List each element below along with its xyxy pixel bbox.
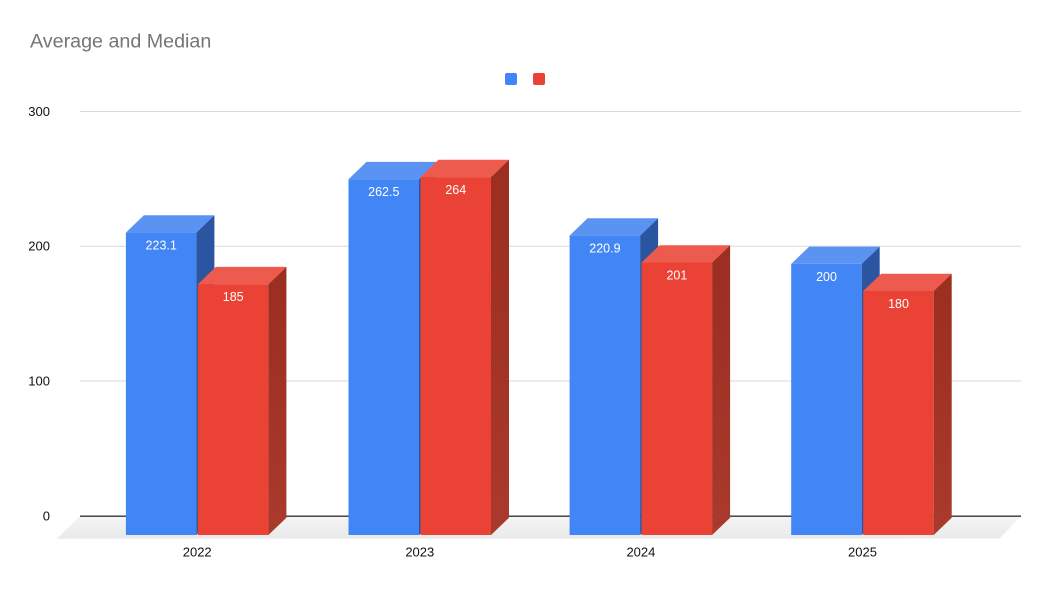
svg-text:300: 300 [28,104,50,119]
svg-text:0: 0 [43,509,50,524]
svg-text:220.9: 220.9 [589,242,620,256]
svg-text:180: 180 [888,297,909,311]
svg-text:2024: 2024 [626,545,655,560]
svg-text:223.1: 223.1 [146,239,177,253]
svg-text:262.5: 262.5 [368,185,399,199]
svg-text:201: 201 [666,269,687,283]
svg-text:200: 200 [28,239,50,254]
svg-text:Average and Median: Average and Median [30,31,211,53]
svg-text:200: 200 [816,270,837,284]
svg-text:264: 264 [445,183,466,197]
svg-text:2023: 2023 [405,545,434,560]
svg-text:100: 100 [28,374,50,389]
svg-text:2022: 2022 [183,545,212,560]
svg-text:2025: 2025 [848,545,877,560]
svg-text:185: 185 [223,290,244,304]
